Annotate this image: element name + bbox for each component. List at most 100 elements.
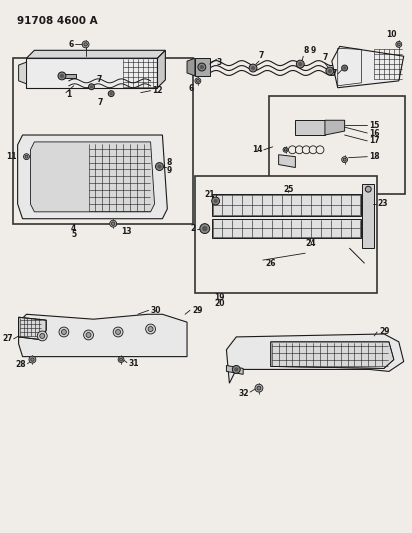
Bar	[13, 58, 193, 224]
Circle shape	[84, 330, 94, 340]
Circle shape	[89, 84, 94, 90]
Circle shape	[29, 356, 36, 363]
Circle shape	[283, 147, 288, 152]
Circle shape	[288, 146, 296, 154]
Text: 29: 29	[192, 306, 202, 315]
Circle shape	[82, 41, 89, 48]
Circle shape	[30, 358, 34, 361]
Text: 19: 19	[214, 293, 225, 302]
Polygon shape	[295, 120, 325, 135]
Circle shape	[296, 60, 304, 68]
Circle shape	[116, 329, 121, 335]
Circle shape	[60, 74, 64, 78]
Polygon shape	[362, 184, 374, 248]
Polygon shape	[30, 142, 154, 212]
Text: 27: 27	[2, 334, 13, 343]
Text: 10: 10	[386, 30, 396, 39]
Circle shape	[342, 65, 348, 71]
Circle shape	[284, 149, 287, 151]
Circle shape	[326, 67, 334, 75]
Circle shape	[198, 63, 206, 71]
Text: 6: 6	[188, 84, 194, 93]
Circle shape	[84, 43, 87, 46]
Polygon shape	[157, 50, 165, 88]
Bar	[195, 176, 377, 293]
Circle shape	[328, 69, 332, 73]
Circle shape	[343, 158, 346, 161]
Circle shape	[113, 327, 123, 337]
Text: 12: 12	[152, 86, 163, 95]
Text: 7: 7	[98, 98, 103, 107]
Text: 5: 5	[71, 230, 76, 239]
Text: 15: 15	[369, 120, 379, 130]
Polygon shape	[195, 58, 210, 76]
Text: 25: 25	[283, 184, 294, 193]
Text: 20: 20	[214, 299, 225, 308]
Polygon shape	[19, 317, 46, 340]
Circle shape	[146, 324, 155, 334]
Polygon shape	[26, 58, 157, 88]
Circle shape	[195, 78, 201, 84]
Circle shape	[90, 85, 93, 88]
Text: 16: 16	[369, 128, 380, 138]
Text: 30: 30	[151, 306, 161, 315]
Text: 7: 7	[259, 51, 265, 60]
Circle shape	[298, 62, 302, 66]
Bar	[269, 95, 405, 194]
Polygon shape	[332, 46, 404, 88]
Text: 6: 6	[68, 40, 74, 49]
Polygon shape	[19, 62, 26, 84]
Polygon shape	[212, 219, 361, 238]
Text: 4: 4	[71, 224, 76, 233]
Text: 29: 29	[379, 327, 390, 336]
Text: 2: 2	[191, 224, 196, 233]
Text: 9: 9	[166, 166, 172, 175]
Polygon shape	[64, 74, 76, 78]
Text: 3: 3	[217, 58, 222, 67]
Polygon shape	[227, 334, 404, 383]
Circle shape	[37, 331, 47, 341]
Circle shape	[200, 224, 210, 233]
Circle shape	[251, 66, 255, 70]
Text: 21: 21	[204, 190, 215, 199]
Text: 91708 4600 A: 91708 4600 A	[16, 16, 97, 26]
Polygon shape	[187, 58, 195, 76]
Polygon shape	[325, 120, 344, 135]
Text: 28: 28	[16, 360, 26, 369]
Circle shape	[397, 43, 400, 46]
Text: 8: 8	[303, 46, 309, 55]
Text: 18: 18	[369, 152, 380, 161]
Text: 8: 8	[166, 158, 172, 167]
Circle shape	[59, 327, 69, 337]
Circle shape	[212, 197, 220, 205]
Circle shape	[110, 220, 117, 227]
Text: 17: 17	[369, 136, 380, 146]
Circle shape	[213, 199, 218, 203]
Polygon shape	[279, 155, 295, 167]
Text: 7: 7	[331, 69, 337, 78]
Circle shape	[232, 366, 240, 373]
Polygon shape	[19, 314, 187, 357]
Text: 9: 9	[310, 46, 316, 55]
Circle shape	[118, 357, 124, 362]
Circle shape	[316, 146, 324, 154]
Circle shape	[111, 222, 115, 225]
Polygon shape	[212, 194, 361, 216]
Polygon shape	[271, 342, 394, 368]
Text: 1: 1	[66, 90, 71, 99]
Circle shape	[197, 79, 199, 82]
Text: 23: 23	[377, 199, 388, 208]
Text: 31: 31	[129, 359, 139, 368]
Circle shape	[365, 186, 371, 192]
Circle shape	[255, 384, 263, 392]
Circle shape	[200, 65, 204, 69]
Circle shape	[295, 146, 303, 154]
Polygon shape	[18, 135, 167, 219]
Text: 14: 14	[253, 146, 263, 154]
Circle shape	[119, 358, 122, 361]
Circle shape	[157, 164, 162, 169]
Circle shape	[110, 92, 113, 95]
Circle shape	[202, 226, 208, 231]
Circle shape	[302, 146, 310, 154]
Circle shape	[61, 329, 66, 335]
